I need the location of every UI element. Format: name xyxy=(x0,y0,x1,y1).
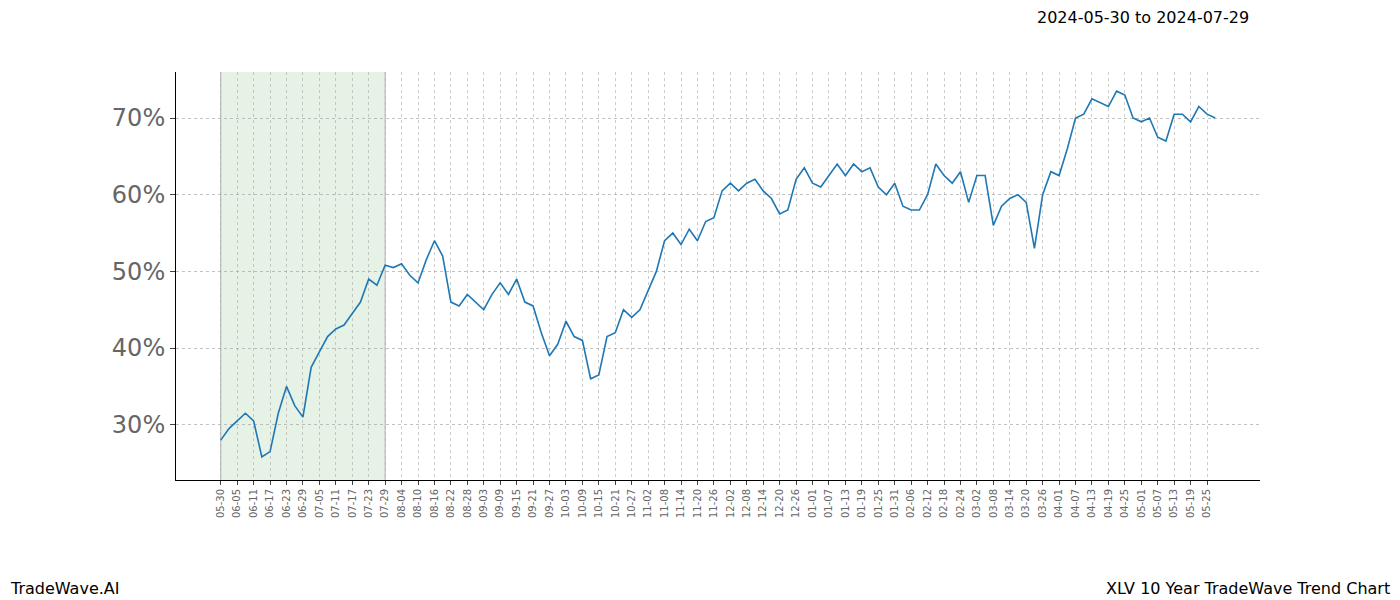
svg-text:10-21: 10-21 xyxy=(610,489,621,518)
svg-text:04-01: 04-01 xyxy=(1053,489,1064,518)
svg-text:01-13: 01-13 xyxy=(840,489,851,518)
svg-text:09-27: 09-27 xyxy=(544,489,555,518)
svg-text:07-23: 07-23 xyxy=(363,489,374,518)
svg-text:05-01: 05-01 xyxy=(1136,489,1147,518)
svg-text:07-17: 07-17 xyxy=(347,489,358,518)
svg-text:50%: 50% xyxy=(112,258,165,286)
svg-text:2024-05-30 to 2024-07-29: 2024-05-30 to 2024-07-29 xyxy=(1037,8,1249,27)
svg-text:06-05: 06-05 xyxy=(231,489,242,518)
svg-text:12-02: 12-02 xyxy=(725,489,736,518)
svg-text:XLV 10 Year TradeWave Trend Ch: XLV 10 Year TradeWave Trend Chart xyxy=(1106,579,1390,598)
svg-text:04-13: 04-13 xyxy=(1086,489,1097,518)
svg-text:11-26: 11-26 xyxy=(708,489,719,518)
svg-text:02-24: 02-24 xyxy=(955,489,966,518)
svg-text:12-26: 12-26 xyxy=(790,489,801,518)
svg-text:01-25: 01-25 xyxy=(873,489,884,518)
svg-text:05-13: 05-13 xyxy=(1168,489,1179,518)
svg-text:01-31: 01-31 xyxy=(889,489,900,518)
svg-text:01-07: 01-07 xyxy=(823,489,834,518)
svg-text:08-10: 08-10 xyxy=(412,489,423,518)
svg-text:12-14: 12-14 xyxy=(757,489,768,518)
svg-text:11-14: 11-14 xyxy=(675,489,686,518)
svg-text:01-19: 01-19 xyxy=(856,489,867,518)
svg-text:10-27: 10-27 xyxy=(626,489,637,518)
svg-text:11-02: 11-02 xyxy=(642,489,653,518)
svg-text:60%: 60% xyxy=(112,181,165,209)
svg-text:07-11: 07-11 xyxy=(330,489,341,518)
svg-text:08-16: 08-16 xyxy=(429,489,440,518)
svg-text:05-19: 05-19 xyxy=(1185,489,1196,518)
svg-text:40%: 40% xyxy=(112,334,165,362)
svg-text:07-05: 07-05 xyxy=(314,489,325,518)
svg-text:05-25: 05-25 xyxy=(1201,489,1212,518)
svg-text:08-04: 08-04 xyxy=(396,489,407,518)
svg-text:02-12: 02-12 xyxy=(922,489,933,518)
svg-text:06-17: 06-17 xyxy=(264,489,275,518)
svg-text:02-06: 02-06 xyxy=(905,489,916,518)
svg-text:04-25: 04-25 xyxy=(1119,489,1130,518)
svg-text:10-15: 10-15 xyxy=(593,489,604,518)
svg-text:07-29: 07-29 xyxy=(379,489,390,518)
svg-text:05-07: 05-07 xyxy=(1152,489,1163,518)
svg-text:06-29: 06-29 xyxy=(297,489,308,518)
svg-text:09-03: 09-03 xyxy=(478,489,489,518)
svg-text:11-20: 11-20 xyxy=(692,489,703,518)
svg-text:03-26: 03-26 xyxy=(1037,489,1048,518)
svg-text:10-09: 10-09 xyxy=(577,489,588,518)
svg-text:09-09: 09-09 xyxy=(494,489,505,518)
svg-text:TradeWave.AI: TradeWave.AI xyxy=(10,579,119,598)
svg-text:08-28: 08-28 xyxy=(462,489,473,518)
svg-text:02-18: 02-18 xyxy=(938,489,949,518)
svg-text:03-02: 03-02 xyxy=(971,489,982,518)
svg-text:10-03: 10-03 xyxy=(560,489,571,518)
svg-text:04-07: 04-07 xyxy=(1070,489,1081,518)
svg-text:03-20: 03-20 xyxy=(1020,489,1031,518)
svg-text:04-19: 04-19 xyxy=(1103,489,1114,518)
svg-text:09-15: 09-15 xyxy=(511,489,522,518)
svg-text:03-08: 03-08 xyxy=(988,489,999,518)
svg-text:09-21: 09-21 xyxy=(527,489,538,518)
svg-text:05-30: 05-30 xyxy=(215,489,226,518)
svg-text:12-20: 12-20 xyxy=(774,489,785,518)
svg-text:06-23: 06-23 xyxy=(281,489,292,518)
svg-text:11-08: 11-08 xyxy=(659,489,670,518)
svg-text:30%: 30% xyxy=(112,411,165,439)
svg-text:01-01: 01-01 xyxy=(807,489,818,518)
svg-text:03-14: 03-14 xyxy=(1004,489,1015,518)
svg-text:70%: 70% xyxy=(112,104,165,132)
svg-text:08-22: 08-22 xyxy=(445,489,456,518)
svg-text:12-08: 12-08 xyxy=(741,489,752,518)
svg-text:06-11: 06-11 xyxy=(248,489,259,518)
